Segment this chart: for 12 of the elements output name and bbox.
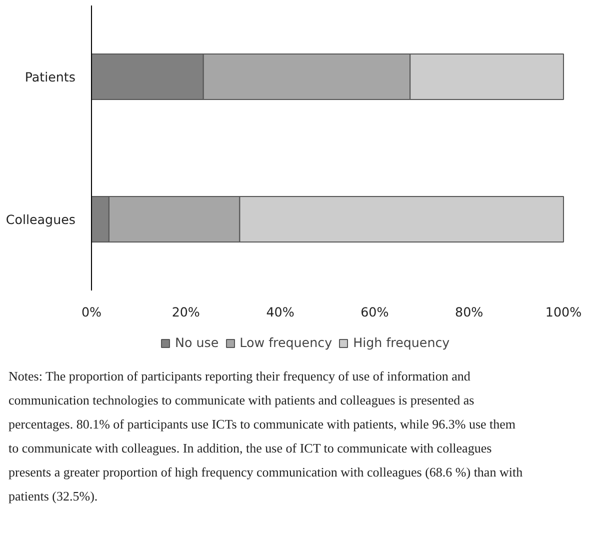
legend-label: No use — [175, 335, 219, 350]
legend-label: High frequency — [353, 335, 450, 350]
x-tick-label: 40% — [266, 304, 294, 320]
x-tick-label: 20% — [172, 304, 200, 320]
legend-label: Low frequency — [240, 335, 332, 350]
y-tick-label: Colleagues — [6, 212, 76, 227]
x-tick-label: 100% — [545, 304, 582, 320]
text: Notes: The proportion of participants reporting their frequency of use of information and communication technologies to communicate with patients and colleagues is presented as percentages. 80.1% of participants use ICTs to communicate with patients, while 96.3% use them to communicate with colleagues. In addition, the use of ICT to communicate with colleagues presents a greater proportion of high frequency communication with colleagues (68.6 %) than with patients (32.5%). — [8, 368, 524, 504]
x-tick-label: 60% — [360, 304, 389, 320]
x-tick-label: 0% — [81, 304, 102, 320]
y-tick-label: Patients — [24, 69, 76, 84]
x-tick-label: 80% — [455, 304, 484, 320]
